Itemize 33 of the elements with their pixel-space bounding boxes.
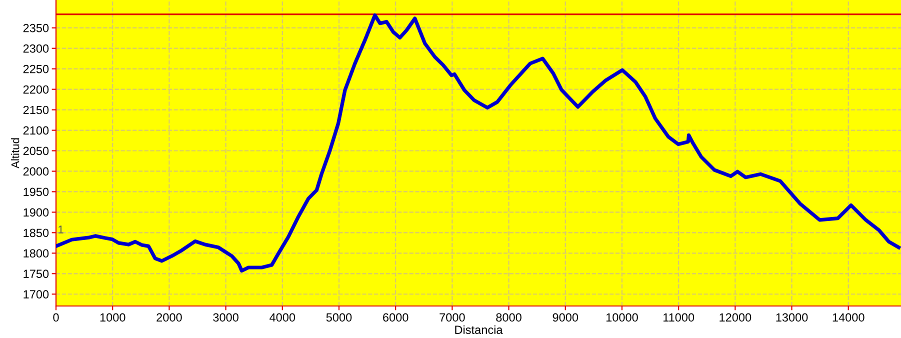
x-tick-label: 11000 [663, 313, 694, 322]
line-series [56, 13, 901, 273]
annotation: 1 [58, 226, 64, 234]
x-tick-label: 8000 [496, 313, 522, 322]
x-axis-title: Distancia [455, 325, 503, 334]
y-axis-title: Altitud [11, 138, 20, 168]
y-tick-label: 2150 [23, 106, 49, 114]
y-tick-label: 1950 [24, 188, 49, 196]
x-tick-label: 10000 [606, 313, 638, 322]
y-tick-label: 1900 [24, 208, 49, 217]
y-tick-label: 1850 [24, 228, 49, 238]
x-tick-label: 3000 [213, 313, 238, 322]
y-tick-label: 1700 [24, 290, 49, 299]
x-tick-label: 0 [53, 313, 59, 322]
x-tick-label: 7000 [440, 313, 465, 322]
y-tick-label: 2350 [23, 24, 49, 32]
y-tick-label: 2050 [23, 146, 49, 156]
x-tick-label: 1000 [100, 313, 126, 322]
x-tick-label: 5000 [326, 313, 352, 322]
y-tick-label: 1750 [24, 270, 49, 278]
x-tick-label: 12000 [720, 313, 752, 322]
x-tick-label: 14000 [832, 313, 864, 322]
x-tick-label: 9000 [552, 313, 578, 322]
y-tick-label: 2200 [23, 85, 49, 94]
x-tick-label: 4000 [270, 313, 296, 322]
y-tick-label: 2250 [23, 64, 49, 74]
x-tick-label: 13000 [776, 313, 808, 322]
x-tick-label: 2000 [156, 313, 182, 322]
x-tick-label: 6000 [383, 313, 408, 322]
y-tick-label: 1800 [24, 249, 49, 258]
y-tick-label: 2300 [23, 44, 49, 53]
y-tick-label: 2000 [23, 167, 49, 176]
y-tick-label: 2100 [23, 126, 49, 135]
